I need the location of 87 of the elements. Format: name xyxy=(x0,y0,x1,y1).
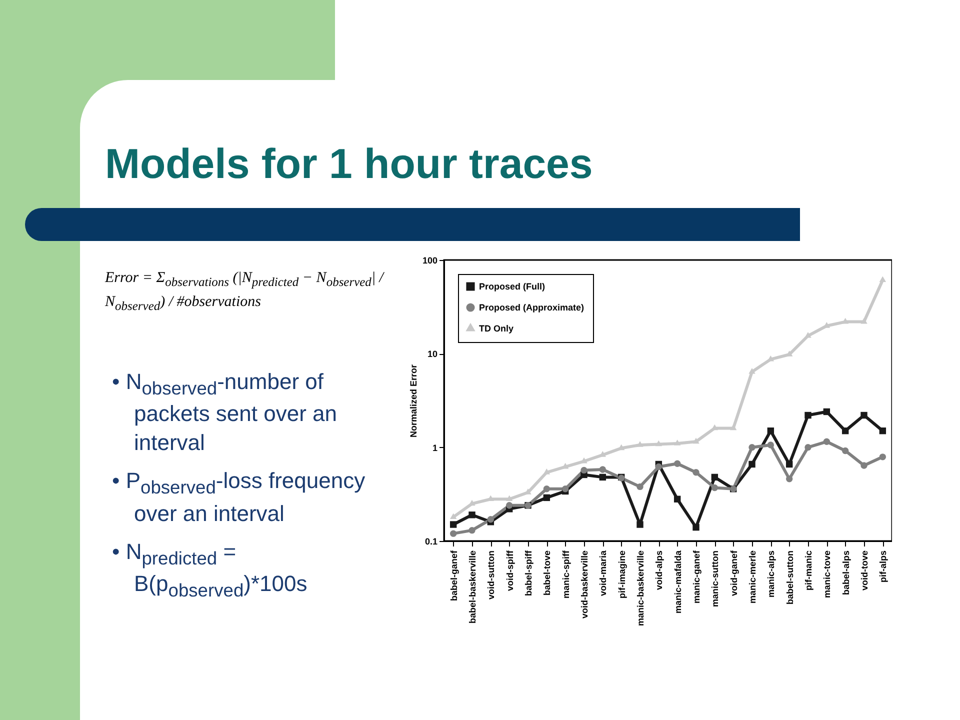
point xyxy=(823,408,830,416)
x-tick-label: manic-tove xyxy=(822,550,832,598)
x-tick-label: manic-alps xyxy=(766,550,776,598)
point xyxy=(804,444,812,451)
point xyxy=(506,502,513,509)
point xyxy=(748,460,756,468)
x-tick-label: void-sutton xyxy=(486,550,496,600)
point xyxy=(674,496,681,502)
x-tick-label: manic-spiff xyxy=(560,550,571,599)
point xyxy=(636,521,644,528)
point xyxy=(692,469,700,476)
x-tick-label: void-tove xyxy=(860,550,870,591)
point xyxy=(450,530,457,537)
point xyxy=(842,427,849,434)
point xyxy=(468,512,476,518)
point xyxy=(580,466,588,474)
point xyxy=(543,486,550,492)
point xyxy=(450,521,457,528)
y-tick-label: 10 xyxy=(427,349,438,360)
point xyxy=(748,368,756,374)
point xyxy=(487,516,494,523)
point xyxy=(599,466,606,473)
point xyxy=(674,440,681,446)
legend-label: Proposed (Approximate) xyxy=(479,302,584,312)
chart-title: Models for 1 hour traces xyxy=(105,140,593,188)
legend-label: TD Only xyxy=(479,324,514,334)
x-tick-label: babel-sutton xyxy=(784,550,795,604)
x-tick-label: manic-sutton xyxy=(710,550,720,608)
x-tick-label: pif-imagine xyxy=(616,550,627,599)
point xyxy=(599,474,606,481)
point xyxy=(842,447,849,454)
point xyxy=(767,442,774,448)
point xyxy=(543,494,550,502)
point xyxy=(786,460,793,468)
x-tick-label: babel-alps xyxy=(840,550,851,596)
point xyxy=(860,412,868,419)
point xyxy=(823,438,830,445)
x-tick-label: manic-mafalda xyxy=(672,550,683,614)
x-tick-label: manic-ganef xyxy=(692,550,702,604)
point xyxy=(543,468,550,474)
point xyxy=(804,412,812,419)
text: Error = Σ$_{observations}$ (|N$_{predicted}$ − N$_{observed}$| / N$_{observed}$) / #observations xyxy=(105,270,384,312)
point xyxy=(692,524,700,531)
point xyxy=(506,495,513,502)
y-tick-label: 1 xyxy=(432,442,438,453)
x-tick-label: babel-spiff xyxy=(524,550,534,596)
point xyxy=(692,438,700,444)
x-tick-label: void-alps xyxy=(654,550,664,590)
x-tick-label: babel-baskerville xyxy=(468,550,478,624)
point xyxy=(879,276,886,282)
text: • N$_{predicted}$ = B(p$_{observed}$)*100s xyxy=(112,539,308,601)
point xyxy=(842,318,849,324)
text: • N$_{observed}$-number of packets sent over an interval xyxy=(112,368,338,457)
point xyxy=(711,484,718,492)
point xyxy=(804,332,812,338)
point xyxy=(860,462,868,469)
x-tick-label: void-spiff xyxy=(504,550,515,591)
point xyxy=(450,513,457,520)
x-tick-label: babel-ganef xyxy=(448,550,459,602)
point xyxy=(674,460,681,467)
text: • P$_{observed}$-loss frequency over an interval xyxy=(112,467,366,528)
point xyxy=(748,444,756,451)
point xyxy=(730,424,737,430)
y-axis-title: Normalized Error xyxy=(408,364,418,438)
point xyxy=(786,476,793,482)
point xyxy=(767,427,774,434)
x-tick-label: pif-alps xyxy=(878,550,888,583)
x-tick-label: void-ganef xyxy=(728,550,739,596)
x-tick-label: manic-merle xyxy=(748,550,758,604)
point xyxy=(879,427,886,434)
point xyxy=(468,526,476,534)
point xyxy=(655,440,662,446)
y-tick-label: 100 xyxy=(422,256,438,266)
y-tick-label: 0.1 xyxy=(424,536,438,546)
point xyxy=(636,441,644,447)
x-tick-label: manic-baskerville xyxy=(636,550,646,626)
x-tick-label: void-baskerville xyxy=(580,550,590,619)
x-tick-label: pif-manic xyxy=(804,550,814,591)
point xyxy=(711,474,718,481)
point xyxy=(860,318,868,324)
point xyxy=(636,483,644,490)
point xyxy=(879,454,886,460)
x-tick-label: babel-tove xyxy=(542,550,552,596)
x-tick-label: void-maria xyxy=(598,550,608,596)
point xyxy=(655,463,662,470)
point xyxy=(562,486,569,492)
legend-label: Proposed (Full) xyxy=(479,282,545,292)
